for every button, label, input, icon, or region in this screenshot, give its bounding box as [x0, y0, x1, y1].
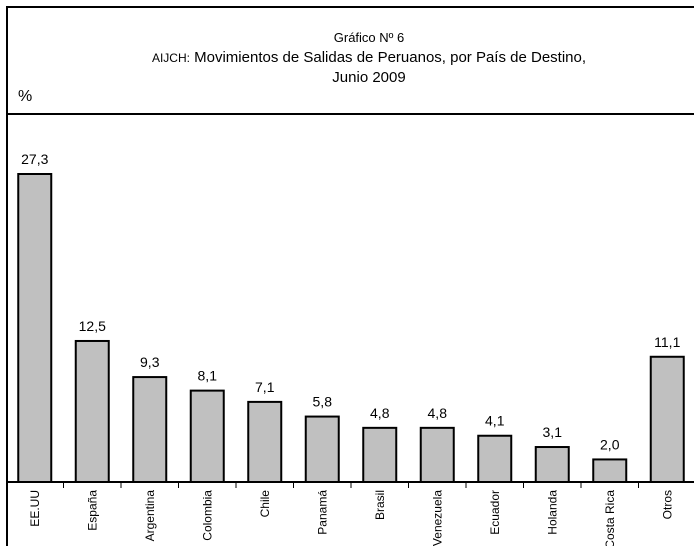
x-tick-label-9: Holanda: [545, 490, 559, 535]
x-tick-label-4: Chile: [258, 490, 272, 518]
bar-1: [74, 339, 110, 483]
y-axis-label: %: [18, 88, 33, 105]
bar-8: [477, 434, 513, 483]
x-tick-label-7: Venezuela: [430, 490, 444, 546]
x-tick-label-1: España: [85, 490, 99, 531]
chart-title-main: Movimientos de Salidas de Peruanos, por …: [194, 49, 587, 66]
data-label-11: 11,1: [654, 334, 680, 350]
data-label-10: 2,0: [600, 436, 620, 452]
data-label-8: 4,1: [485, 413, 505, 429]
x-tick-label-10: Costa Rica: [603, 490, 617, 546]
bar-0: [17, 173, 53, 483]
x-tick-label-5: Panamá: [315, 490, 329, 535]
x-tick-label-8: Ecuador: [488, 490, 502, 535]
x-tick-label-0: EE.UU: [28, 490, 42, 527]
data-label-1: 12,5: [79, 318, 106, 334]
data-label-2: 9,3: [140, 354, 160, 370]
bar-4: [247, 400, 283, 483]
x-tick-label-3: Colombia: [200, 490, 214, 541]
chart-title-prefix: AIJCH:: [151, 51, 190, 65]
title-divider: [6, 113, 694, 115]
data-label-5: 5,8: [313, 394, 333, 410]
data-label-4: 7,1: [255, 379, 275, 395]
bar-9: [534, 446, 570, 483]
bar-3: [189, 389, 225, 483]
bar-7: [419, 426, 455, 484]
data-label-3: 8,1: [198, 368, 218, 384]
x-tick-label-11: Otros: [660, 490, 674, 519]
data-label-7: 4,8: [428, 405, 448, 421]
bar-5: [304, 415, 340, 484]
bar-2: [132, 376, 168, 484]
bar-6: [362, 426, 398, 484]
x-tick-label-6: Brasil: [373, 490, 387, 520]
data-label-0: 27,3: [21, 151, 48, 167]
chart-title-line3: Junio 2009: [332, 69, 406, 86]
chart-title-line1: Gráfico Nº 6: [333, 30, 405, 45]
chart-frame: [6, 6, 694, 546]
bar-11: [649, 355, 685, 483]
data-label-9: 3,1: [543, 424, 563, 440]
bar-10: [592, 458, 628, 483]
chart-title-line2: AIJCH: Movimientos de Salidas de Peruano…: [0, 48, 694, 68]
data-label-6: 4,8: [370, 405, 390, 421]
chart-title: Gráfico Nº 6 AIJCH: Movimientos de Salid…: [0, 28, 694, 88]
x-tick-label-2: Argentina: [143, 490, 157, 542]
